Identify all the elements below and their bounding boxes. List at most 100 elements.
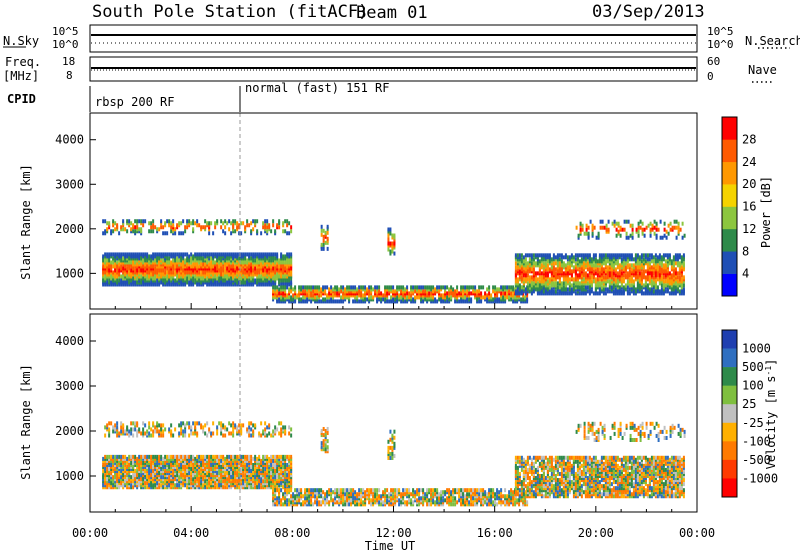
backscatter-cell bbox=[196, 223, 198, 227]
backscatter-cell bbox=[150, 254, 152, 258]
backscatter-cell bbox=[242, 455, 244, 459]
backscatter-cell bbox=[649, 261, 651, 265]
backscatter-cell bbox=[156, 455, 158, 459]
backscatter-cell bbox=[244, 252, 246, 256]
backscatter-cell bbox=[114, 227, 116, 231]
backscatter-cell bbox=[248, 467, 250, 471]
backscatter-cell bbox=[264, 223, 266, 227]
backscatter-cell bbox=[222, 272, 224, 276]
backscatter-cell bbox=[156, 227, 158, 231]
backscatter-cell bbox=[629, 291, 631, 295]
backscatter-cell bbox=[615, 277, 617, 281]
backscatter-cell bbox=[539, 253, 541, 257]
backscatter-cell bbox=[272, 223, 274, 227]
backscatter-cell bbox=[178, 221, 180, 225]
backscatter-cell bbox=[166, 274, 168, 278]
backscatter-cell bbox=[246, 481, 248, 485]
backscatter-cell bbox=[643, 291, 645, 295]
backscatter-cell bbox=[535, 277, 537, 281]
backscatter-cell bbox=[140, 219, 142, 223]
backscatter-cell bbox=[440, 285, 442, 289]
backscatter-cell bbox=[512, 293, 514, 297]
backscatter-cell bbox=[384, 293, 386, 297]
backscatter-cell bbox=[190, 252, 192, 256]
backscatter-cell bbox=[627, 253, 629, 257]
backscatter-cell bbox=[623, 253, 625, 257]
backscatter-cell bbox=[596, 236, 598, 240]
backscatter-cell bbox=[160, 475, 162, 479]
backscatter-cell bbox=[573, 277, 575, 281]
backscatter-cell bbox=[589, 275, 591, 279]
backscatter-cell bbox=[302, 295, 304, 299]
backscatter-cell bbox=[230, 455, 232, 459]
backscatter-cell bbox=[236, 221, 238, 225]
backscatter-cell bbox=[454, 299, 456, 303]
backscatter-cell bbox=[602, 226, 604, 230]
backscatter-cell bbox=[521, 257, 523, 261]
backscatter-cell bbox=[388, 285, 390, 289]
backscatter-cell bbox=[262, 252, 264, 256]
backscatter-cell bbox=[323, 247, 325, 251]
backscatter-cell bbox=[316, 285, 318, 289]
backscatter-cell bbox=[492, 289, 494, 293]
backscatter-cell bbox=[214, 252, 216, 256]
backscatter-cell bbox=[510, 285, 512, 289]
backscatter-cell bbox=[270, 252, 272, 256]
backscatter-cell bbox=[677, 253, 679, 257]
backscatter-cell bbox=[212, 231, 214, 235]
backscatter-cell bbox=[523, 269, 525, 273]
backscatter-cell bbox=[242, 252, 244, 256]
backscatter-cell bbox=[174, 483, 176, 487]
backscatter-cell bbox=[278, 291, 280, 295]
backscatter-cell bbox=[302, 289, 304, 293]
backscatter-cell bbox=[613, 271, 615, 275]
backscatter-cell bbox=[389, 242, 391, 246]
backscatter-cell bbox=[629, 253, 631, 257]
backscatter-cell bbox=[260, 274, 262, 278]
backscatter-cell bbox=[254, 219, 256, 223]
backscatter-cell bbox=[120, 264, 122, 268]
backscatter-cell bbox=[661, 267, 663, 271]
backscatter-cell bbox=[387, 248, 389, 252]
backscatter-cell bbox=[174, 252, 176, 256]
backscatter-cell bbox=[521, 275, 523, 279]
backscatter-cell bbox=[628, 220, 630, 224]
backscatter-cell bbox=[126, 465, 128, 469]
backscatter-cell bbox=[615, 273, 617, 277]
backscatter-cell bbox=[553, 265, 555, 269]
backscatter-cell bbox=[322, 285, 324, 289]
backscatter-cell bbox=[280, 285, 282, 289]
backscatter-cell bbox=[268, 223, 270, 227]
backscatter-cell bbox=[324, 285, 326, 289]
backscatter-cell bbox=[184, 455, 186, 459]
backscatter-cell bbox=[549, 289, 551, 293]
backscatter-cell bbox=[206, 252, 208, 256]
backscatter-cell bbox=[248, 252, 250, 256]
backscatter-cell bbox=[446, 291, 448, 295]
backscatter-cell bbox=[535, 253, 537, 257]
backscatter-cell bbox=[298, 297, 300, 301]
backscatter-cell bbox=[336, 285, 338, 289]
backscatter-cell bbox=[186, 225, 188, 229]
backscatter-cell bbox=[256, 268, 258, 272]
backscatter-cell bbox=[396, 285, 398, 289]
backscatter-cell bbox=[639, 283, 641, 287]
backscatter-cell bbox=[633, 257, 635, 261]
backscatter-cell bbox=[598, 232, 600, 236]
backscatter-cell bbox=[194, 457, 196, 461]
backscatter-cell bbox=[126, 477, 128, 481]
backscatter-cell bbox=[647, 283, 649, 287]
backscatter-cell bbox=[490, 293, 492, 297]
backscatter-cell bbox=[510, 291, 512, 295]
backscatter-cell bbox=[286, 270, 288, 274]
backscatter-cell bbox=[392, 289, 394, 293]
backscatter-cell bbox=[569, 255, 571, 259]
backscatter-cell bbox=[545, 271, 547, 275]
backscatter-cell bbox=[228, 227, 230, 231]
cpid-panel: CPID rbsp 200 RF normal (fast) 151 RF bbox=[7, 81, 390, 112]
backscatter-cell bbox=[613, 283, 615, 287]
backscatter-cell bbox=[162, 475, 164, 479]
backscatter-cell bbox=[607, 287, 609, 291]
backscatter-cell bbox=[142, 461, 144, 465]
backscatter-cell bbox=[160, 219, 162, 223]
